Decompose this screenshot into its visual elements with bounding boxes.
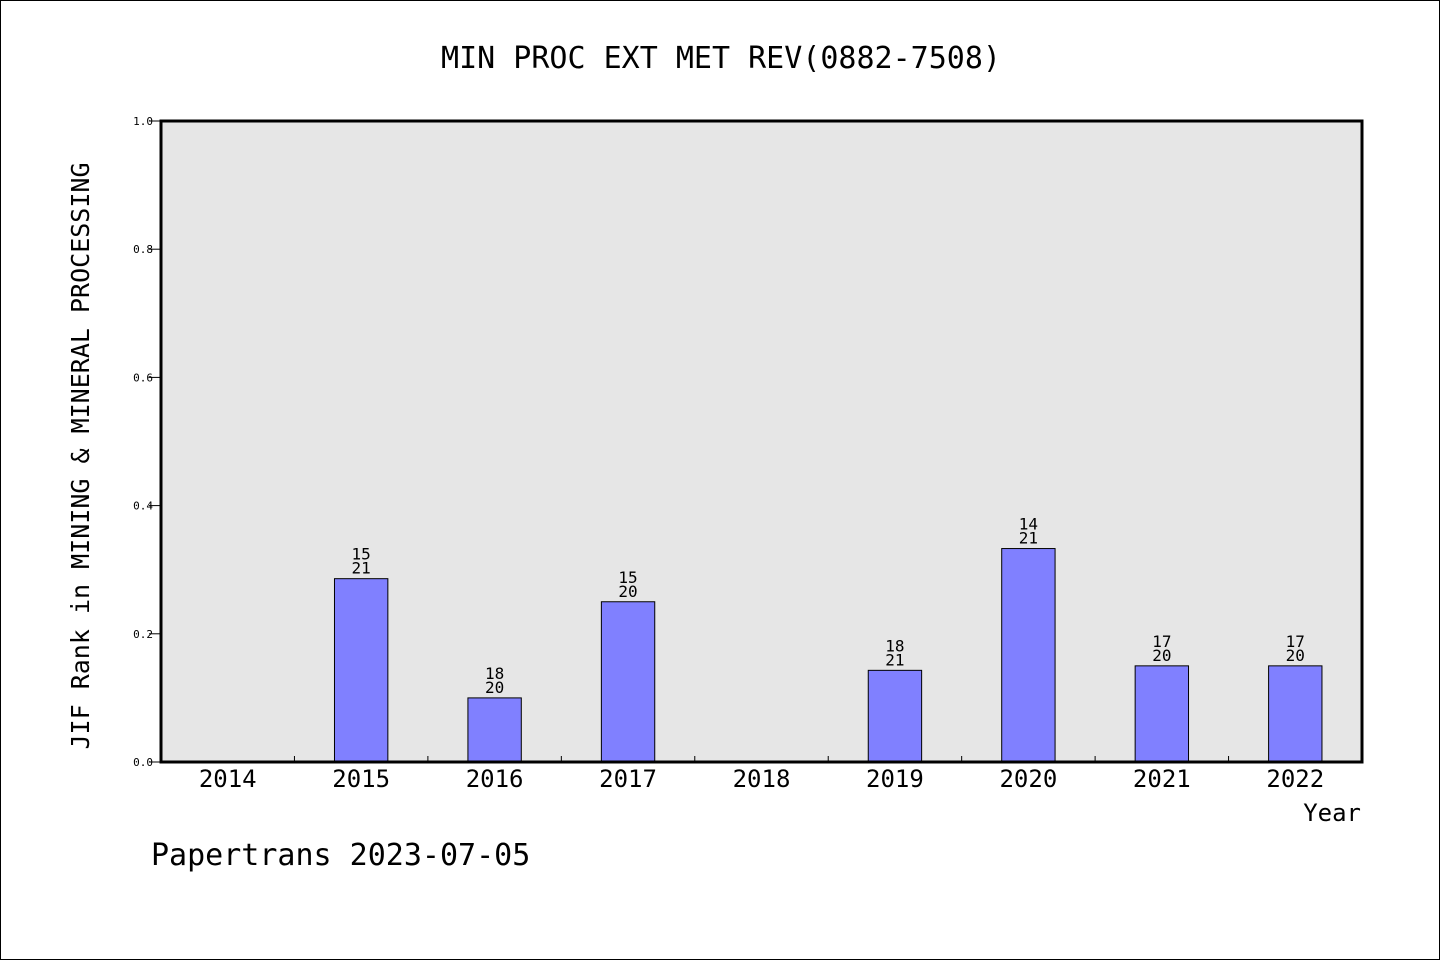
x-tick-label-2021: 2021 [1133,765,1191,793]
bar-label-rank-2019: 18 [885,636,904,655]
y-tick-label-0.6: 0.6 [133,371,153,384]
y-axis-label: JIF Rank in MINING & MINERAL PROCESSING [66,163,95,750]
plot-border [159,119,1364,764]
bar-label-rank-2016: 18 [485,664,504,683]
bar-2020 [1001,548,1056,763]
bar-2017 [600,601,656,763]
bar-label-total-2019: 21 [885,650,904,669]
bar-label-rank-2017: 15 [618,568,637,587]
bar-2016 [467,697,522,763]
x-axis-ticks: 2014 2015 2016 2017 2018 2019 2020 2021 2022 [199,756,1324,793]
bars-layer [333,548,1323,763]
bar-label-rank-2022: 17 [1286,632,1305,651]
bar-label-total-2015: 21 [352,559,371,578]
bar-2019 [867,669,923,763]
bar-label-total-2020: 21 [1019,529,1038,548]
bar-2022 [1268,665,1323,763]
chart-title: MIN PROC EXT MET REV(0882-7508) [441,41,1001,76]
x-axis-label: Year [1303,799,1361,827]
x-tick-label-2020: 2020 [999,765,1057,793]
bar-label-rank-2020: 14 [1019,515,1038,534]
x-tick-label-2014: 2014 [199,765,257,793]
y-tick-label-1.0: 1.0 [133,115,153,128]
y-tick-label-0.2: 0.2 [133,628,153,641]
x-tick-label-2015: 2015 [332,765,390,793]
bar-label-total-2017: 20 [618,582,637,601]
x-tick-label-2022: 2022 [1266,765,1324,793]
bar-label-rank-2021: 17 [1152,632,1171,651]
x-tick-label-2018: 2018 [733,765,791,793]
y-tick-label-0.0: 0.0 [133,756,153,769]
bar-label-total-2022: 20 [1286,646,1305,665]
x-tick-label-2019: 2019 [866,765,924,793]
bar-label-total-2016: 20 [485,678,504,697]
bar-label-rank-2015: 15 [352,545,371,564]
y-tick-label-0.4: 0.4 [133,500,153,513]
x-tick-label-2017: 2017 [599,765,657,793]
y-tick-label-0.8: 0.8 [133,243,153,256]
bar-2021 [1134,665,1190,763]
bar-label-total-2021: 20 [1152,646,1171,665]
y-axis-ticks: 0.0 0.2 0.4 0.6 0.8 1.0 [133,115,161,769]
bar-2015 [333,578,389,763]
x-tick-label-2016: 2016 [466,765,524,793]
footer-watermark: Papertrans 2023-07-05 [151,838,530,873]
